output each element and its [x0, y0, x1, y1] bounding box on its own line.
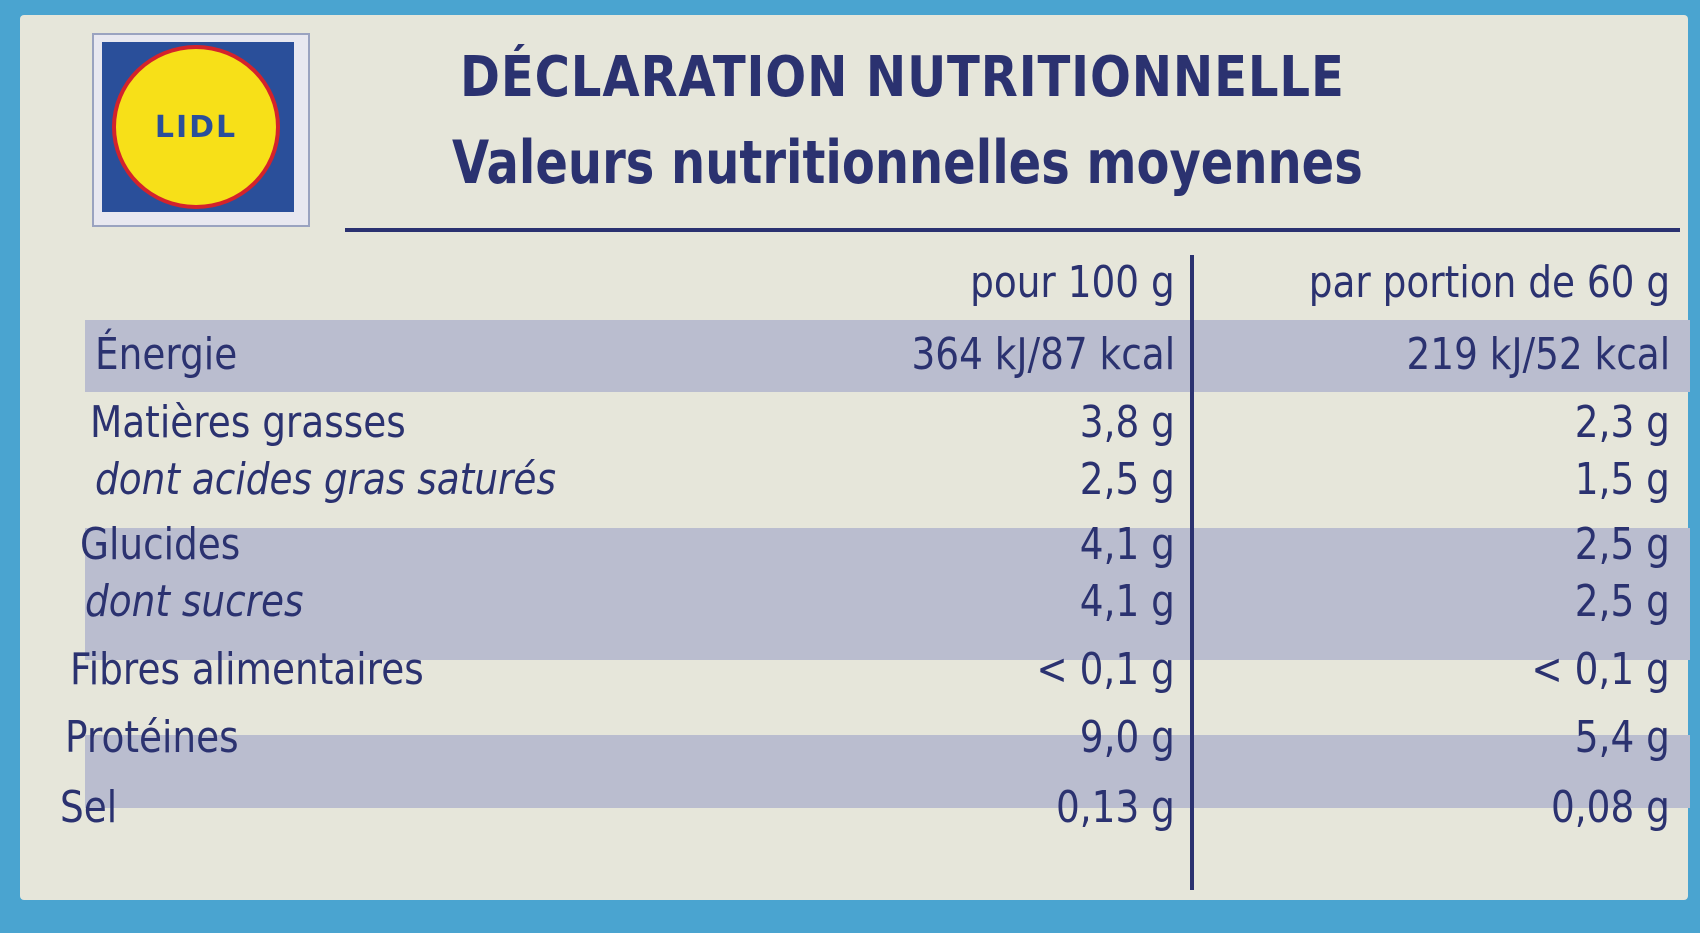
- value-per-portion: < 0,1 g: [1531, 644, 1670, 695]
- value-per-portion: 1,5 g: [1574, 454, 1670, 505]
- value-per-100g: 364 kJ/87 kcal: [911, 329, 1175, 380]
- nutrient-label: Fibres alimentaires: [70, 644, 424, 695]
- row-shade: [85, 528, 1690, 660]
- nutrient-label: Énergie: [95, 329, 238, 380]
- title: DÉCLARATION NUTRITIONNELLE: [460, 45, 1345, 110]
- nutrient-label: dont sucres: [85, 576, 304, 627]
- value-per-100g: 0,13 g: [1056, 782, 1175, 833]
- value-per-100g: 4,1 g: [1079, 519, 1175, 570]
- row-shade: [85, 320, 1690, 392]
- nutrient-label: Matières grasses: [90, 397, 406, 448]
- nutrient-label: Sel: [60, 782, 118, 833]
- rule: [345, 228, 1680, 232]
- value-per-portion: 219 kJ/52 kcal: [1406, 329, 1670, 380]
- column-header: par portion de 60 g: [1308, 257, 1670, 308]
- value-per-100g: < 0,1 g: [1036, 644, 1175, 695]
- row-shade: [85, 735, 1690, 808]
- value-per-portion: 0,08 g: [1551, 782, 1670, 833]
- value-per-portion: 2,5 g: [1574, 519, 1670, 570]
- column-divider: [1190, 255, 1194, 890]
- subtitle: Valeurs nutritionnelles moyennes: [452, 128, 1363, 198]
- nutrient-label: dont acides gras saturés: [95, 454, 556, 505]
- nutrient-label: Glucides: [80, 519, 241, 570]
- value-per-portion: 5,4 g: [1574, 712, 1670, 763]
- logo: LIDL: [112, 45, 280, 209]
- nutrient-label: Protéines: [65, 712, 239, 763]
- value-per-portion: 2,3 g: [1574, 397, 1670, 448]
- value-per-100g: 4,1 g: [1079, 576, 1175, 627]
- value-per-100g: 9,0 g: [1079, 712, 1175, 763]
- value-per-portion: 2,5 g: [1574, 576, 1670, 627]
- value-per-100g: 3,8 g: [1079, 397, 1175, 448]
- value-per-100g: 2,5 g: [1079, 454, 1175, 505]
- column-header: pour 100 g: [970, 257, 1175, 308]
